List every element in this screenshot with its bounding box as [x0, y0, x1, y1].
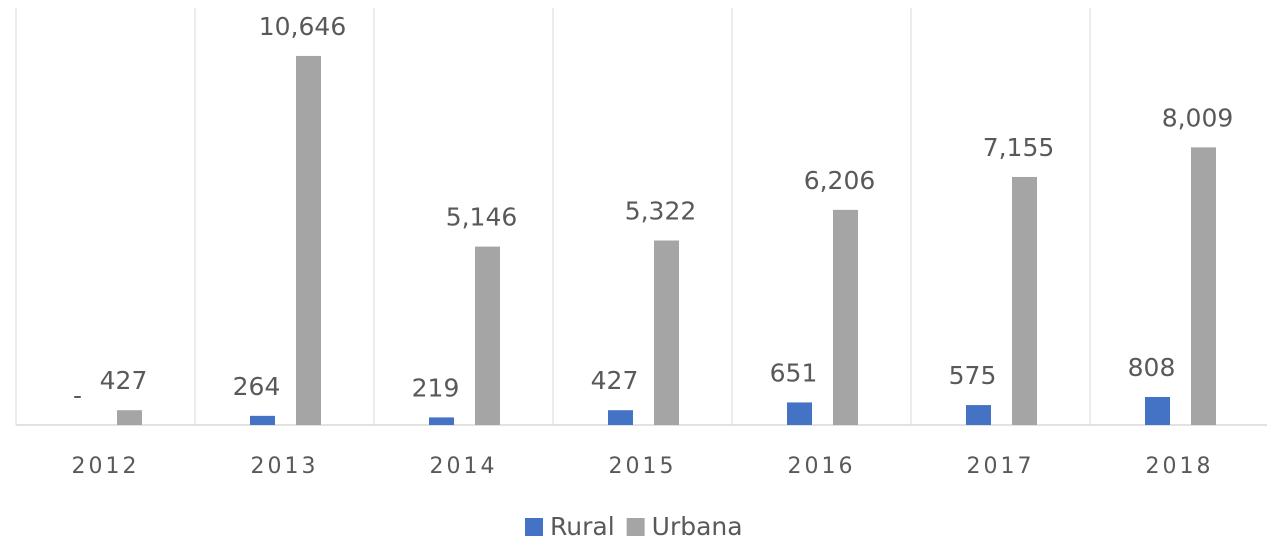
- legend-swatch: [525, 518, 543, 536]
- bar: [654, 241, 679, 425]
- x-tick-label: 2018: [1146, 454, 1214, 479]
- bar: [966, 405, 991, 425]
- bar: [1191, 147, 1216, 425]
- data-label: 8,009: [1162, 103, 1234, 132]
- data-label: 7,155: [983, 133, 1055, 162]
- legend-swatch: [627, 518, 645, 536]
- data-label: 651: [770, 358, 818, 387]
- chart: 2012-427201326410,64620142195,1462015427…: [0, 0, 1267, 544]
- bar: [833, 210, 858, 425]
- x-tick-label: 2016: [788, 454, 856, 479]
- bar: [608, 410, 633, 425]
- data-label: 427: [591, 366, 639, 395]
- data-label: 427: [100, 366, 148, 395]
- data-label: 5,146: [446, 203, 518, 232]
- data-label: 264: [233, 372, 281, 401]
- bar: [475, 247, 500, 425]
- bar: [117, 410, 142, 425]
- data-label: -: [73, 381, 82, 410]
- data-label: 6,206: [804, 166, 876, 195]
- data-label: 5,322: [625, 197, 697, 226]
- bar: [296, 56, 321, 425]
- data-label: 219: [412, 373, 460, 402]
- x-tick-label: 2017: [967, 454, 1035, 479]
- data-label: 575: [949, 361, 997, 390]
- data-label: 808: [1128, 353, 1176, 382]
- x-tick-label: 2014: [430, 454, 498, 479]
- bar: [1012, 177, 1037, 425]
- bar: [1145, 397, 1170, 425]
- legend-label: Rural: [550, 512, 615, 541]
- x-tick-label: 2015: [609, 454, 677, 479]
- legend-label: Urbana: [652, 512, 743, 541]
- bar: [787, 402, 812, 425]
- bar: [429, 417, 454, 425]
- data-label: 10,646: [259, 12, 346, 41]
- x-tick-label: 2012: [72, 454, 140, 479]
- bar: [250, 416, 275, 425]
- x-tick-label: 2013: [251, 454, 319, 479]
